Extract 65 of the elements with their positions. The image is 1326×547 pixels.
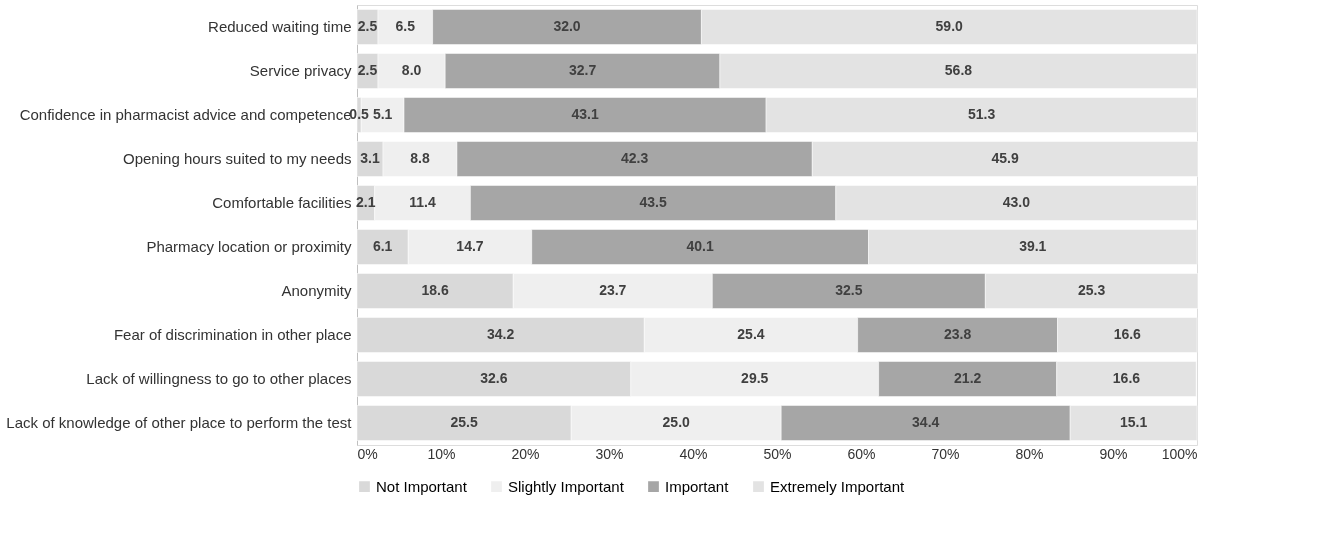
y-tick-label: Comfortable facilities xyxy=(212,194,352,211)
data-label: 59.0 xyxy=(935,18,964,34)
data-label: 6.1 xyxy=(372,238,393,254)
y-tick-label: Anonymity xyxy=(281,282,352,299)
data-label: 16.6 xyxy=(1113,326,1142,342)
data-label: 21.2 xyxy=(954,370,982,386)
x-tick-label: 0% xyxy=(357,445,378,462)
y-tick-label: Pharmacy location or proximity xyxy=(146,238,352,255)
y-tick-label: Fear of discrimination in other place xyxy=(113,326,352,343)
data-label: 18.6 xyxy=(421,282,449,298)
data-label: 39.1 xyxy=(1019,238,1047,254)
data-label: 51.3 xyxy=(967,106,996,122)
data-label: 43.1 xyxy=(571,106,599,122)
y-tick-label: Lack of knowledge of other place to perform the test xyxy=(6,414,353,431)
x-tick-label: 50% xyxy=(763,445,792,462)
x-tick-label: 90% xyxy=(1099,445,1128,462)
data-label: 25.3 xyxy=(1077,282,1106,298)
data-label: 32.7 xyxy=(568,62,597,78)
data-label: 43.0 xyxy=(1002,194,1031,210)
data-label: 16.6 xyxy=(1112,370,1141,386)
data-label: 6.5 xyxy=(395,18,416,34)
data-label: 56.8 xyxy=(944,62,973,78)
data-label: 14.7 xyxy=(456,238,484,254)
x-tick-label: 40% xyxy=(679,445,708,462)
data-label: 3.1 xyxy=(360,150,380,166)
data-label: 32.6 xyxy=(480,370,508,386)
data-label: 0.5 xyxy=(349,106,370,122)
legend-label: Extremely Important xyxy=(770,477,906,495)
data-label: 23.8 xyxy=(943,326,972,342)
x-tick-label: 10% xyxy=(427,445,456,462)
legend-label: Not Important xyxy=(376,477,468,495)
data-label: 43.5 xyxy=(639,194,667,210)
data-label: 2.5 xyxy=(357,62,378,78)
data-label: 8.8 xyxy=(410,150,430,166)
legend-label: Slightly Important xyxy=(508,477,625,495)
data-label: 8.0 xyxy=(401,62,422,78)
x-tick-label: 80% xyxy=(1015,445,1044,462)
y-tick-label: Opening hours suited to my needs xyxy=(123,150,352,167)
data-label: 15.1 xyxy=(1119,414,1148,430)
data-label: 29.5 xyxy=(741,370,769,386)
data-label: 40.1 xyxy=(686,238,714,254)
data-label: 25.0 xyxy=(662,414,691,430)
data-label: 2.5 xyxy=(357,18,378,34)
x-tick-label: 70% xyxy=(931,445,960,462)
data-label: 2.1 xyxy=(356,194,376,210)
data-label: 5.1 xyxy=(372,106,393,122)
data-label: 32.0 xyxy=(553,18,581,34)
data-label: 32.5 xyxy=(835,282,863,298)
data-label: 23.7 xyxy=(599,282,627,298)
data-label: 11.4 xyxy=(409,194,436,210)
x-tick-label: 100% xyxy=(1161,445,1198,462)
data-label: 42.3 xyxy=(620,150,649,166)
x-tick-label: 20% xyxy=(511,445,540,462)
data-label: 34.4 xyxy=(912,414,940,430)
y-tick-label: Service privacy xyxy=(249,62,352,79)
legend-label: Important xyxy=(665,477,730,495)
y-tick-label: Confidence in pharmacist advice and competence xyxy=(19,106,352,123)
data-label: 25.4 xyxy=(737,326,765,342)
data-label: 34.2 xyxy=(487,326,515,342)
y-tick-label: Lack of willingness to go to other places xyxy=(86,370,352,387)
data-label: 25.5 xyxy=(450,414,478,430)
x-tick-label: 30% xyxy=(595,445,624,462)
data-label: 45.9 xyxy=(991,150,1019,166)
y-tick-label: Reduced waiting time xyxy=(208,18,352,35)
x-tick-label: 60% xyxy=(847,445,876,462)
